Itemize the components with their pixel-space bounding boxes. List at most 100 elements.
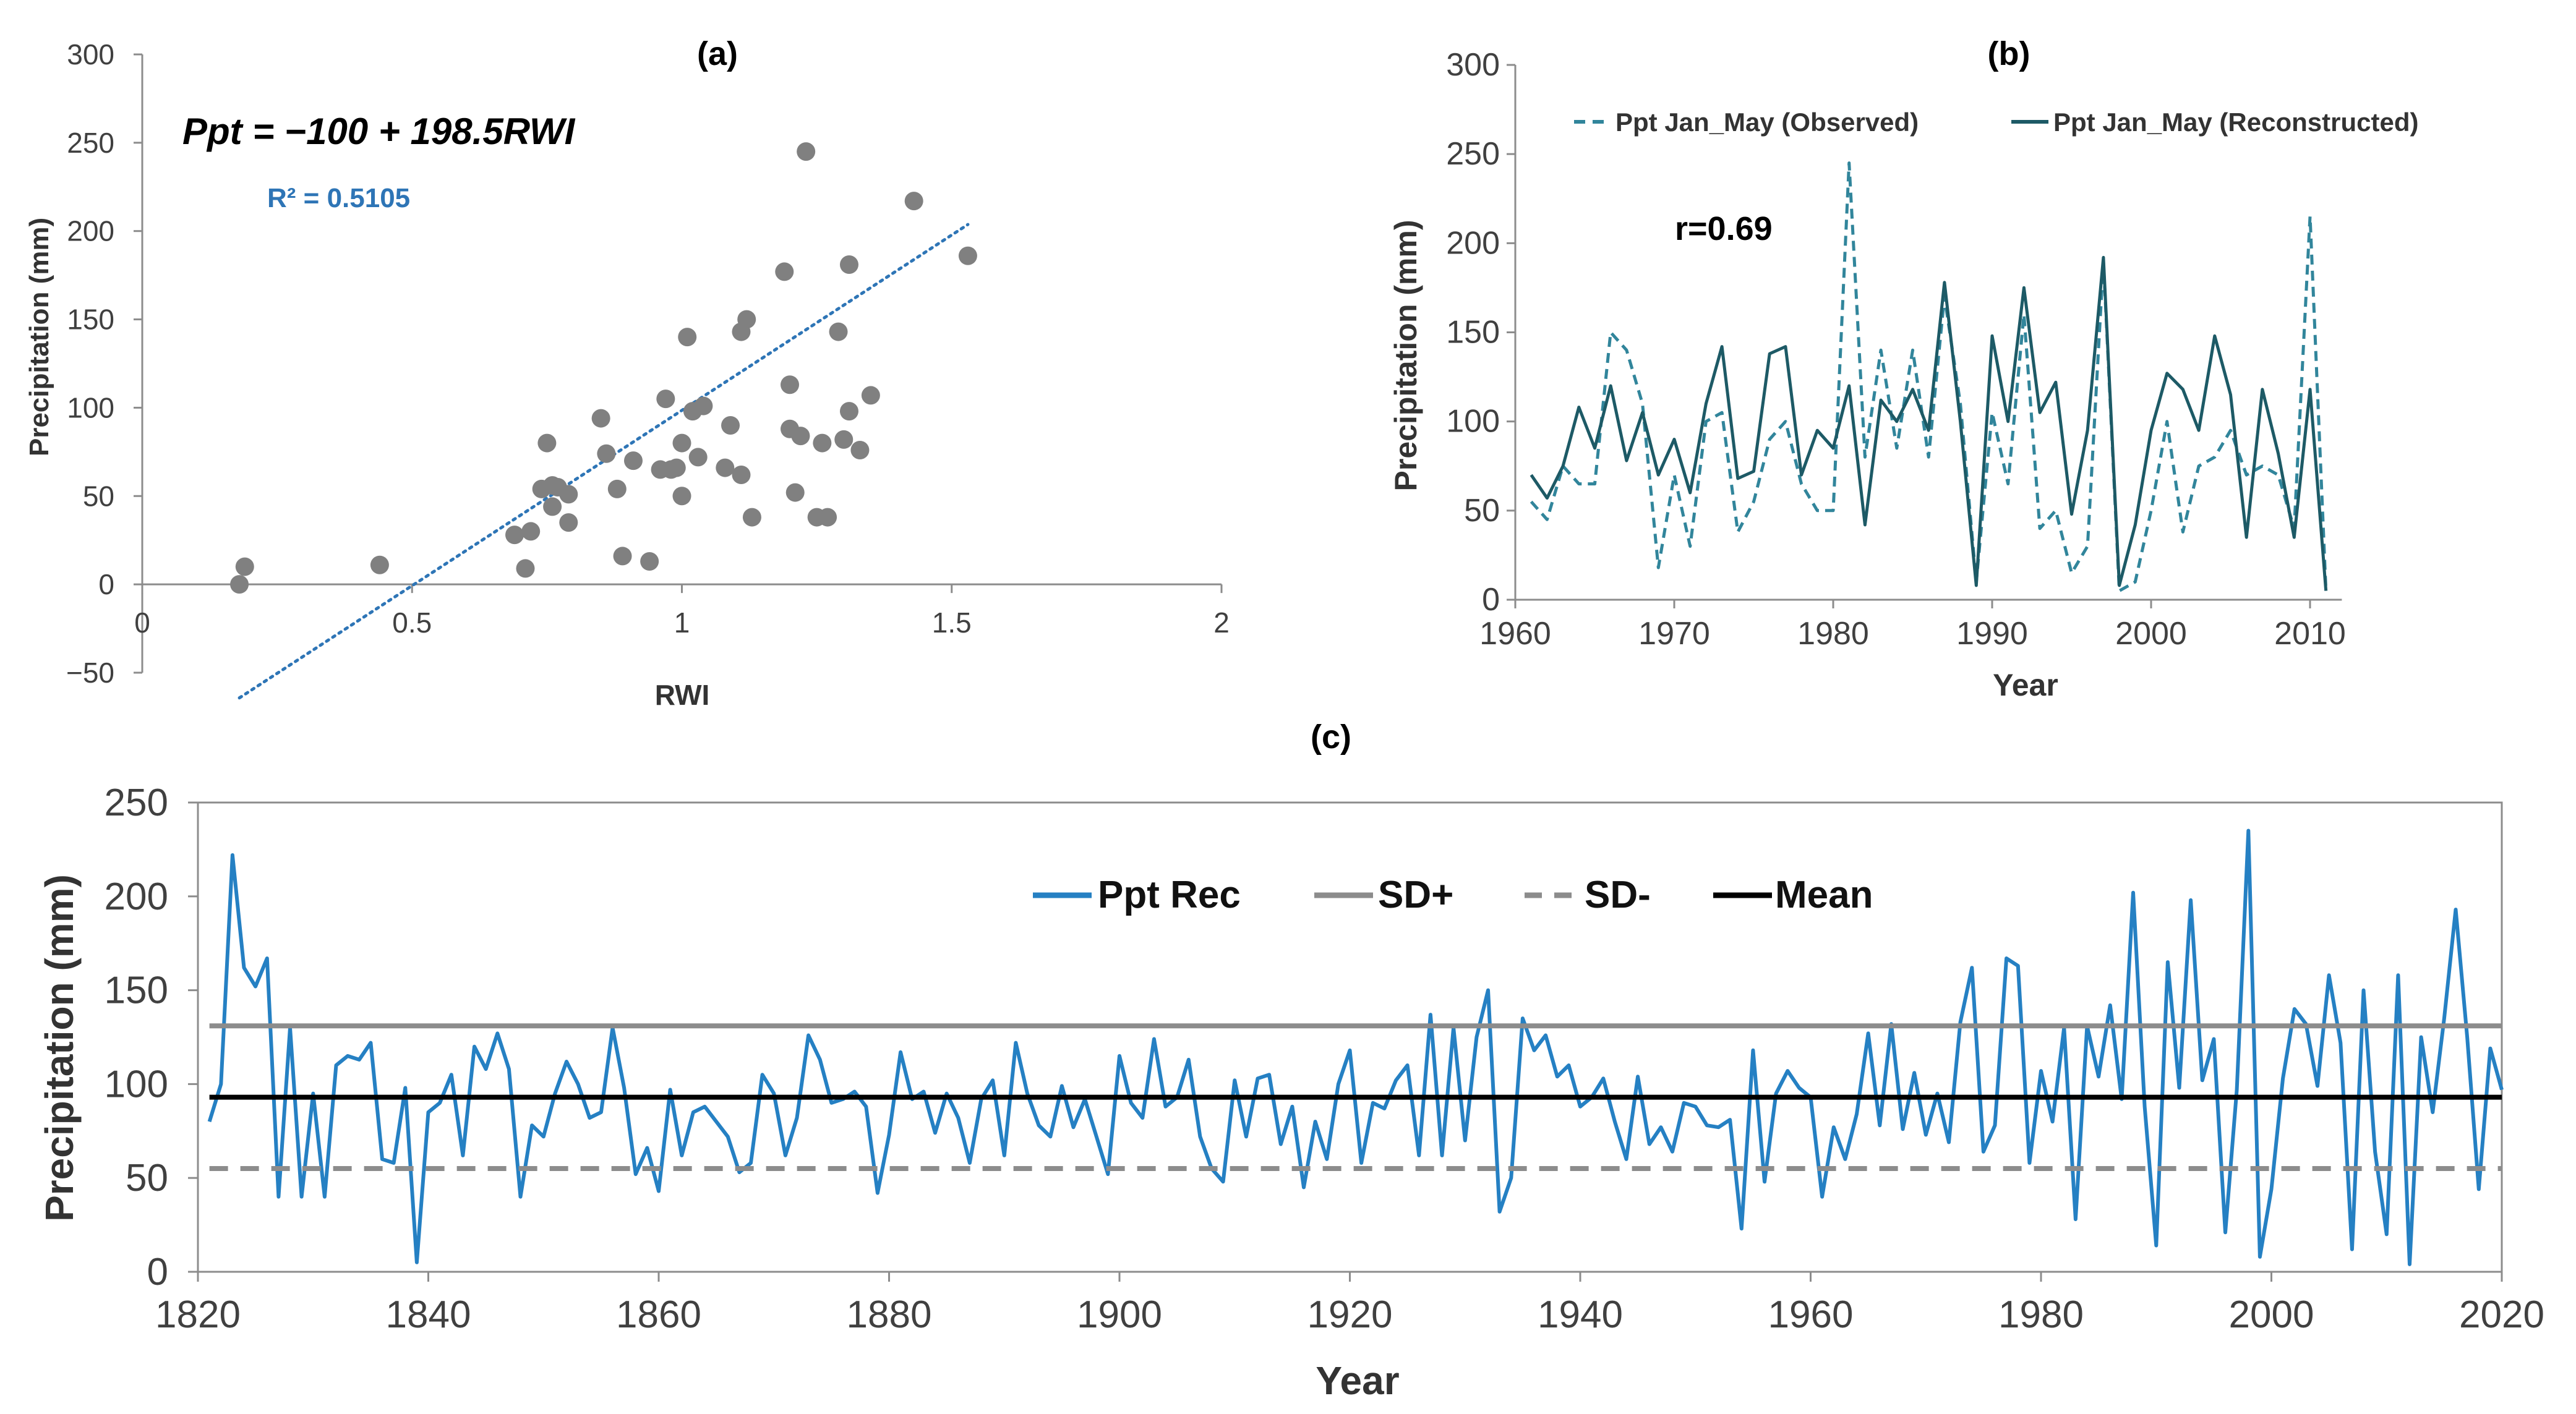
- panel-c-y-tick-label: 200: [105, 875, 168, 918]
- panel-b-x-tick-label: 1980: [1797, 616, 1869, 652]
- panel-c-x-tick-label: 1860: [616, 1293, 701, 1336]
- panel-a-point: [737, 310, 756, 329]
- panel-c-line: (c) 0 50 100 150 200 250 1820 1840 1860 1880 1900…: [37, 718, 2544, 1403]
- panel-c-x-axis-label: Year: [1316, 1358, 1399, 1403]
- panel-a-point: [958, 246, 977, 265]
- panel-a-x-tick-label: 1.5: [932, 607, 972, 639]
- panel-a-point: [656, 390, 675, 409]
- panel-b-x-tick-labels: 1960 1970 1980 1990 2000 2010: [1479, 616, 2346, 652]
- panel-c-x-tick-label: 1820: [155, 1293, 241, 1336]
- panel-a-y-tick-labels: −50 0 50 100 150 200 250 300: [66, 38, 114, 689]
- panel-b-y-tick-label: 50: [1464, 493, 1500, 529]
- panel-a-scatter: (a) −50 0 50 100 150 200 250 300 0 0.5 1 1.5 2 Ppt …: [24, 35, 1230, 711]
- panel-a-point: [559, 513, 578, 532]
- panel-a-points: [230, 142, 977, 594]
- panel-a-point: [688, 448, 708, 467]
- panel-a-point: [235, 557, 254, 576]
- panel-a-point: [813, 433, 832, 453]
- panel-c-x-tick-label: 1980: [1998, 1293, 2084, 1336]
- panel-b-axes: [1507, 64, 2342, 608]
- panel-a-point: [781, 375, 799, 394]
- panel-a-x-tick-label: 0: [134, 607, 150, 639]
- panel-a-point: [505, 526, 524, 545]
- panel-a-point: [667, 458, 686, 477]
- panel-b-x-tick-label: 2010: [2274, 616, 2346, 652]
- panel-a-point: [861, 386, 880, 405]
- panel-a-point: [904, 192, 923, 211]
- panel-b-y-axis-label: Precipitation (mm): [1389, 220, 1423, 492]
- panel-a-point: [839, 255, 858, 274]
- panel-c-x-tick-label: 1920: [1307, 1293, 1393, 1336]
- panel-a-x-tick-label: 2: [1213, 607, 1230, 639]
- panel-c-x-tick-label: 1880: [847, 1293, 932, 1336]
- panel-a-point: [742, 508, 761, 527]
- panel-b-y-tick-label: 150: [1446, 315, 1500, 351]
- panel-b-annotation: r=0.69: [1675, 210, 1773, 247]
- panel-c-y-tick-label: 0: [147, 1251, 168, 1293]
- legend-label-reconstructed: Ppt Jan_May (Reconstructed): [2053, 108, 2418, 137]
- panel-c-series: [207, 828, 2504, 1266]
- legend-label-sd-minus: SD-: [1585, 874, 1651, 916]
- legend-label-mean: Mean: [1775, 874, 1873, 916]
- panel-a-y-tick-label: 300: [67, 38, 114, 70]
- panel-a-point: [694, 396, 713, 415]
- panel-a-x-tick-labels: 0 0.5 1 1.5 2: [134, 607, 1230, 639]
- panel-c-axes: [188, 801, 2503, 1282]
- panel-a-point: [537, 433, 557, 453]
- panel-a-point: [521, 522, 541, 541]
- panel-a-point: [775, 262, 794, 281]
- panel-a-point: [678, 328, 697, 347]
- panel-a-point: [559, 485, 578, 504]
- panel-a-point: [829, 322, 848, 341]
- panel-a-point: [543, 497, 562, 516]
- panel-a-point: [623, 451, 643, 471]
- panel-a-point: [591, 409, 610, 428]
- panel-b-x-tick-label: 2000: [2115, 616, 2187, 652]
- panel-c-x-tick-label: 1940: [1538, 1293, 1623, 1336]
- panel-a-y-tick-label: 250: [67, 127, 114, 159]
- panel-a-point: [797, 142, 816, 161]
- panel-a-point: [230, 575, 249, 594]
- panel-a-y-axis-label: Precipitation (mm): [24, 218, 54, 456]
- panel-a-point: [640, 552, 659, 571]
- panel-a-point: [834, 430, 854, 449]
- panel-b-x-tick-label: 1990: [1956, 616, 2028, 652]
- panel-a-y-tick-label: 0: [98, 568, 114, 600]
- panel-b-line: (b) 0 50 100 150 200 250 300 1960 1970 1980 1990 2…: [1389, 35, 2418, 702]
- panel-a-point: [370, 555, 389, 574]
- panel-a-point: [672, 433, 691, 453]
- panel-a-point: [818, 508, 837, 527]
- panel-a-r2-label: R² = 0.5105: [267, 183, 410, 213]
- panel-c-x-tick-label: 1900: [1077, 1293, 1162, 1336]
- panel-a-point: [716, 458, 735, 477]
- panel-a-point: [791, 427, 810, 446]
- panel-a-y-tick-label: 200: [67, 215, 114, 247]
- panel-a-point: [516, 559, 535, 578]
- panel-b-series-reconstructed: [1530, 255, 2328, 591]
- panel-a-y-tick-label: 150: [67, 304, 114, 336]
- panel-b-series: [1530, 161, 2328, 593]
- panel-a-point: [597, 444, 616, 463]
- panel-a-x-axis-label: RWI: [655, 679, 710, 711]
- panel-a-x-tick-label: 0.5: [392, 607, 432, 639]
- panel-c-y-tick-labels: 0 50 100 150 200 250: [105, 782, 168, 1293]
- panel-c-x-tick-labels: 1820 1840 1860 1880 1900 1920 1940 1960 1980 2000…: [155, 1293, 2544, 1336]
- panel-c-y-tick-label: 100: [105, 1063, 168, 1105]
- panel-c-y-tick-label: 150: [105, 969, 168, 1012]
- panel-b-series-observed: [1530, 161, 2328, 593]
- panel-c-legend: Ppt Rec SD+ SD- Mean: [1033, 874, 1873, 916]
- panel-c-y-tick-label: 50: [126, 1157, 168, 1199]
- panel-c-x-tick-label: 1960: [1768, 1293, 1854, 1336]
- panel-a-x-tick-label: 1: [674, 607, 690, 639]
- panel-a-point: [672, 487, 691, 506]
- panel-a-point: [839, 402, 858, 421]
- panel-c-title: (c): [1311, 718, 1351, 756]
- panel-a-equation: Ppt = −100 + 198.5RWI: [182, 111, 576, 152]
- panel-b-x-axis-label: Year: [1993, 668, 2058, 702]
- panel-a-y-tick-label: 100: [67, 391, 114, 424]
- legend-label-observed: Ppt Jan_May (Observed): [1615, 108, 1919, 137]
- panel-b-x-tick-label: 1970: [1638, 616, 1710, 652]
- panel-b-y-tick-label: 100: [1446, 404, 1500, 440]
- panel-c-x-tick-label: 1840: [386, 1293, 471, 1336]
